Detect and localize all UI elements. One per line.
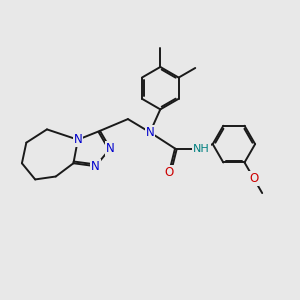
Text: N: N xyxy=(146,126,154,139)
Text: N: N xyxy=(91,160,100,173)
Text: N: N xyxy=(74,133,82,146)
Text: NH: NH xyxy=(193,143,210,154)
Text: O: O xyxy=(249,172,258,185)
Text: N: N xyxy=(106,142,115,155)
Text: O: O xyxy=(164,166,174,178)
